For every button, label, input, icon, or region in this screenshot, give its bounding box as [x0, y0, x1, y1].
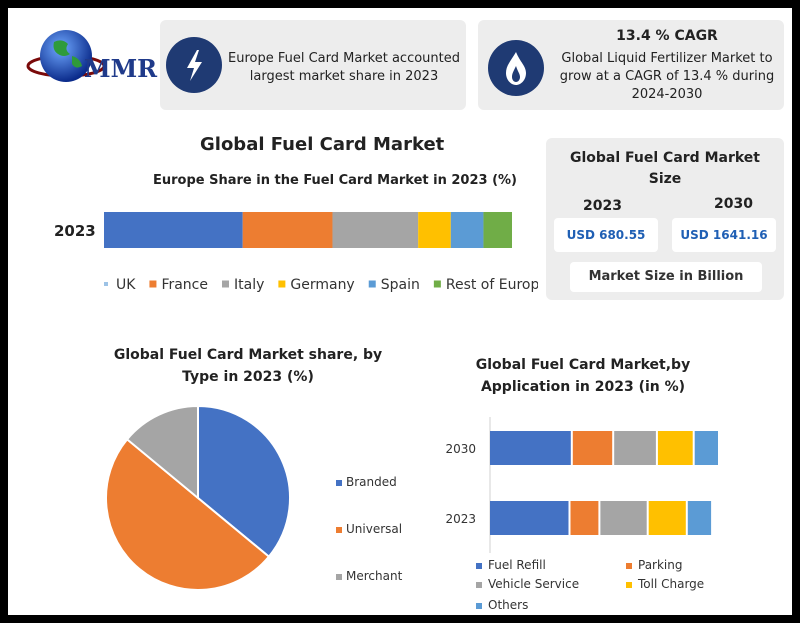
application-legend-swatch-others [476, 603, 482, 609]
flame-icon [506, 52, 526, 85]
lightning-icon [187, 50, 202, 81]
flame-badge [488, 40, 544, 96]
pie-slice-branded [197, 404, 291, 559]
europe-bar-uk [104, 212, 243, 248]
europe-legend-label-germany: Germany [290, 277, 354, 293]
brand-name: MMR [84, 54, 158, 83]
pie-legend-swatch-merchant [336, 574, 342, 580]
market-size-panel: Global Fuel Card Market Size 2023 2030 U… [546, 138, 784, 300]
lightning-badge [166, 37, 222, 93]
market-size-year-2023: 2023 [583, 198, 622, 214]
application-bar-2030-fuel-refill [490, 431, 571, 465]
info-card-cagr: 13.4 % CAGR Global Liquid Fertilizer Mar… [478, 20, 784, 110]
market-size-value-box-2023: USD 680.55 [554, 218, 658, 252]
application-bar-2030-parking [572, 431, 613, 465]
application-legend-swatch-fuel-refill [476, 563, 482, 569]
application-bar-2030-vehicle-service [614, 431, 656, 465]
market-size-value-2030: USD 1641.16 [680, 228, 768, 242]
europe-bar-france [242, 212, 333, 248]
application-legend-swatch-parking [626, 563, 632, 569]
market-size-title: Global Fuel Card Market Size [570, 150, 760, 187]
application-legend-swatch-toll-charge [626, 582, 632, 588]
market-size-value-2023: USD 680.55 [566, 228, 646, 242]
market-size-footer-box: Market Size in Billion [570, 262, 762, 292]
application-bar-2030-others [694, 431, 718, 465]
application-bar-2023-toll-charge [648, 501, 686, 535]
europe-legend-swatch-rest-of-europe [433, 280, 441, 288]
application-chart-title: Global Fuel Card Market,by Application i… [475, 357, 691, 395]
cagr-title: 13.4 % CAGR [616, 28, 718, 44]
pie-slice-universal [105, 437, 271, 591]
europe-share-chart: 2023 UK France Italy Germany Spain Rest of Eur… [54, 212, 538, 293]
cagr-text: Global Liquid Fertilizer Market to grow … [559, 51, 775, 102]
market-size-value-box-2030: USD 1641.16 [672, 218, 776, 252]
type-share-pie-chart: Branded Universal Merchant [105, 404, 403, 591]
application-bar-2030-toll-charge [657, 431, 693, 465]
europe-legend-swatch-germany [278, 280, 286, 288]
europe-legend-label-uk: UK [116, 277, 136, 293]
application-bar-2023-parking [570, 501, 599, 535]
pie-legend-label-universal: Universal [346, 522, 402, 536]
application-category-label-2023: 2023 [445, 512, 476, 526]
application-legend-label-parking: Parking [638, 558, 683, 572]
info-card-europe: Europe Fuel Card Market accounted larges… [160, 20, 466, 110]
pie-slice-merchant [125, 404, 199, 501]
globe-icon [26, 30, 106, 82]
market-size-year-2030: 2030 [714, 196, 753, 212]
market-size-footer: Market Size in Billion [588, 269, 744, 284]
application-legend-swatch-vehicle-service [476, 582, 482, 588]
application-category-label-2030: 2030 [445, 442, 476, 456]
application-bar-2023-vehicle-service [600, 501, 647, 535]
europe-chart-title: Europe Share in the Fuel Card Market in … [153, 173, 517, 188]
application-legend-label-vehicle-service: Vehicle Service [488, 577, 579, 591]
pie-legend-label-branded: Branded [346, 475, 397, 489]
infographic: MMR Europe Fuel Card Market accounted la… [8, 8, 792, 615]
europe-legend-label-france: France [161, 277, 208, 293]
application-legend-label-fuel-refill: Fuel Refill [488, 558, 546, 572]
europe-bar-italy [332, 212, 419, 248]
europe-legend-label-rest-of-europe: Rest of Europe [446, 277, 538, 293]
application-legend-label-others: Others [488, 598, 528, 612]
logo [26, 26, 166, 92]
europe-legend-swatch-uk [104, 282, 108, 286]
pie-legend-label-merchant: Merchant [346, 569, 403, 583]
europe-bar-germany [418, 212, 451, 248]
application-share-chart: 2030 2023 Fuel Refill Parking Vehicle Servic… [445, 417, 718, 612]
application-bar-2023-fuel-refill [490, 501, 569, 535]
type-chart-title: Global Fuel Card Market share, by Type i… [113, 347, 383, 385]
pie-legend-swatch-branded [336, 480, 342, 486]
info-card-europe-text: Europe Fuel Card Market accounted larges… [228, 51, 461, 84]
europe-legend-swatch-france [149, 280, 157, 288]
europe-legend-label-italy: Italy [234, 277, 264, 293]
application-legend-label-toll-charge: Toll Charge [637, 577, 704, 591]
europe-legend-label-spain: Spain [381, 277, 420, 293]
europe-bar-spain [450, 212, 484, 248]
page-title: Global Fuel Card Market [200, 134, 445, 155]
europe-legend-swatch-spain [368, 280, 376, 288]
europe-bar-rest-of-europe [483, 212, 512, 248]
application-bar-2023-others [687, 501, 712, 535]
europe-bar-category-label: 2023 [54, 222, 96, 240]
europe-legend-swatch-italy [222, 280, 229, 288]
pie-legend-swatch-universal [336, 527, 342, 533]
